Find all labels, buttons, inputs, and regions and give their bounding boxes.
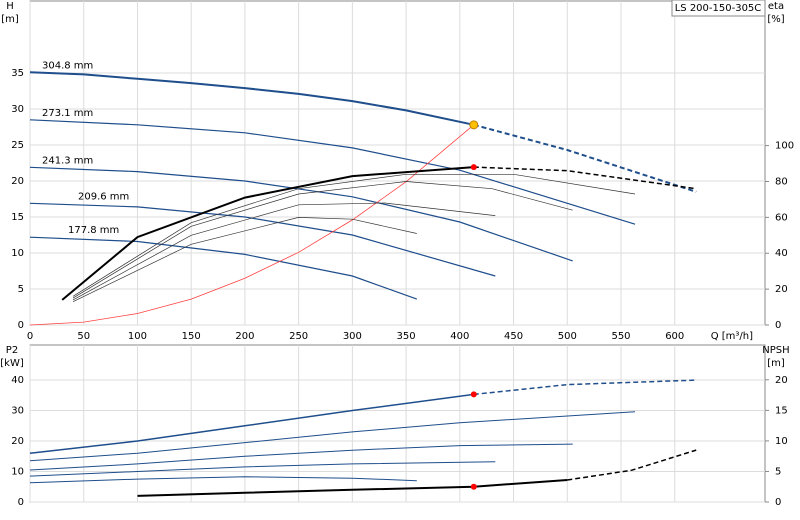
y2-tick-label: 20 [775,284,788,295]
y2-axis-label: [%] [767,14,784,25]
series-line [473,166,697,190]
y-tick-label: 5 [18,284,24,295]
series-line [29,124,475,326]
y2-tick-label: 100 [775,141,794,152]
y2-tick-label: 10 [775,436,788,447]
x-tick-label: 350 [397,331,416,342]
operating-point [470,391,477,398]
operating-point [469,120,479,130]
y-tick-label: 20 [11,176,24,187]
y-tick-label: 15 [11,212,24,223]
x-tick-label: 200 [235,331,254,342]
y2-tick-label: 40 [775,248,788,259]
y2-axis-label: eta [768,1,784,12]
y2-axis-label: [m] [767,358,785,369]
y-tick-label: 35 [11,68,24,79]
y2-tick-label: 80 [775,176,788,187]
x-tick-label: 0 [27,331,33,342]
curve-label: 241.3 mm [42,155,93,166]
series-line [29,119,636,225]
y2-tick-label: 5 [775,466,781,477]
y-tick-label: 0 [18,497,24,508]
curve-label: 177.8 mm [68,225,119,236]
y-tick-label: 25 [11,140,24,151]
series-line [29,411,636,462]
x-tick-label: 150 [182,331,201,342]
y-tick-label: 40 [11,375,24,386]
x-axis-label: Q [m³/h] [711,331,753,342]
x-tick-label: 50 [77,331,90,342]
y-axis-label: [m] [1,14,19,25]
series-line [29,393,474,454]
series-line [72,173,636,297]
series-line [29,202,496,277]
x-tick-label: 300 [343,331,362,342]
y-tick-label: 20 [11,436,24,447]
series-line [137,479,568,497]
x-tick-label: 250 [289,331,308,342]
y2-tick-label: 20 [775,375,788,386]
plot-frame [29,0,766,326]
x-tick-label: 400 [450,331,469,342]
series-line [29,71,475,126]
chart-title: LS 200-150-305C [675,3,762,14]
x-tick-label: 450 [504,331,523,342]
curve-label: 209.6 mm [78,191,129,202]
title-box [671,0,766,17]
x-tick-label: 550 [611,331,630,342]
series-line [473,379,697,396]
series-line [72,181,573,299]
y2-tick-label: 60 [775,212,788,223]
y2-tick-label: 15 [775,405,788,416]
operating-point [470,164,477,171]
y-axis-label: [kW] [0,358,24,369]
y-tick-label: 30 [11,104,24,115]
plot-frame [29,344,766,503]
series-line [29,461,496,477]
series-line [29,443,573,471]
y-axis-label: P2 [6,345,18,356]
y2-tick-label: 0 [775,320,781,331]
series-line [567,449,697,481]
operating-point [470,483,477,490]
y-tick-label: 30 [11,406,24,417]
x-tick-label: 600 [665,331,684,342]
y-tick-label: 10 [11,248,24,259]
y2-axis-label: NPSH [762,345,789,356]
series-line [72,202,496,301]
y2-tick-label: 0 [775,497,781,508]
series-line [473,123,697,193]
series-line [61,166,474,301]
series-line [29,236,418,300]
curve-label: 273.1 mm [42,108,93,119]
y-tick-label: 0 [18,320,24,331]
curve-label: 304.8 mm [42,60,93,71]
x-tick-label: 100 [128,331,147,342]
x-tick-label: 500 [558,331,577,342]
y-axis-label: H [6,1,14,12]
series-line [72,217,417,303]
series-line [29,476,417,484]
y-tick-label: 10 [11,467,24,478]
